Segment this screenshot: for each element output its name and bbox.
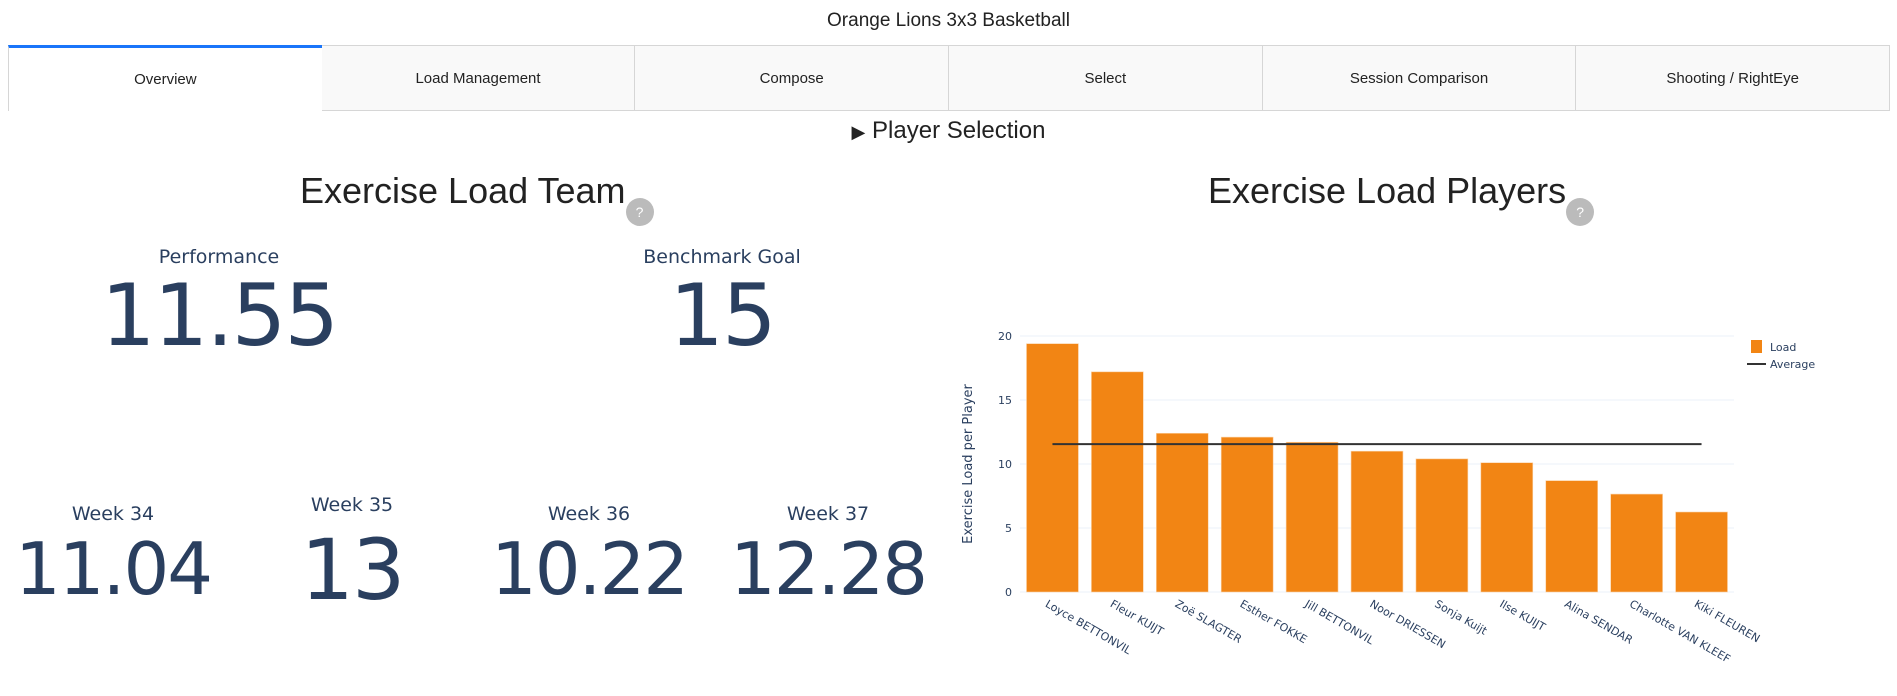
bar [1480,462,1534,593]
bar [1156,432,1209,593]
week-label: Week 36 [547,503,631,525]
week-value: 10.22 [490,527,689,611]
y-tick-label: 15 [998,394,1012,407]
tab-session-comparison[interactable]: Session Comparison [1262,45,1577,111]
tab-select[interactable]: Select [949,45,1263,111]
bar [1220,436,1274,593]
players-title: Exercise Load Players [1208,170,1567,211]
benchmark-label: Benchmark Goal [643,246,801,268]
bar [1415,458,1469,593]
y-tick-label: 10 [998,458,1012,471]
week-value: 11.04 [14,527,213,611]
legend-load-label: Load [1770,341,1796,354]
legend-load-swatch [1751,340,1762,353]
player-selection-label: Player Selection [872,117,1046,144]
app-title: Orange Lions 3x3 Basketball [827,10,1070,31]
tab-compose[interactable]: Compose [635,45,950,111]
tab-overview[interactable]: Overview [8,45,322,111]
x-tick-label: Fleur KUIJT [1108,597,1166,638]
x-tick-label: Sonja Kuijt [1432,597,1489,638]
tab-bar: Overview Load Management Compose Select … [8,45,1891,111]
bar [1285,441,1339,593]
bar [1610,493,1663,593]
week-label: Week 35 [310,494,394,516]
bar [1026,343,1079,593]
tab-shooting-righteye[interactable]: Shooting / RightEye [1576,45,1891,111]
help-icon[interactable]: ? [1566,198,1595,226]
week-label: Week 37 [786,503,870,525]
week-value: 12.28 [729,527,928,611]
tab-load-management[interactable]: Load Management [321,45,636,111]
benchmark-value: 15 [669,266,776,366]
y-tick-label: 5 [1005,522,1012,535]
x-tick-label: Jill BETTONVIL [1302,597,1377,648]
x-tick-label: Zoë SLAGTER [1173,597,1244,646]
performance-value: 11.55 [100,266,339,366]
bar [1350,450,1404,593]
players-heading: Exercise Load Players? [1208,170,1595,226]
week-label: Week 34 [71,503,155,525]
bar [1675,511,1728,593]
triangle-right-icon: ▶ [851,122,866,142]
y-tick-label: 0 [1005,586,1012,599]
bar [1091,371,1144,593]
performance-label: Performance [158,246,280,268]
y-axis-title: Exercise Load per Player [961,383,976,543]
legend-average-label: Average [1770,358,1815,371]
week-value: 13 [300,521,406,619]
player-selection-toggle[interactable]: ▶ Player Selection [0,117,1897,145]
y-tick-label: 20 [998,330,1012,343]
team-heading: Exercise Load Team? [300,170,654,226]
bar [1545,480,1598,593]
team-title: Exercise Load Team [300,170,626,211]
x-tick-label: Ilse KUIJT [1497,597,1547,634]
x-tick-label: Esther FOKKE [1238,597,1310,646]
help-icon[interactable]: ? [625,198,654,226]
x-tick-label: Alina SENDAR [1562,597,1635,647]
